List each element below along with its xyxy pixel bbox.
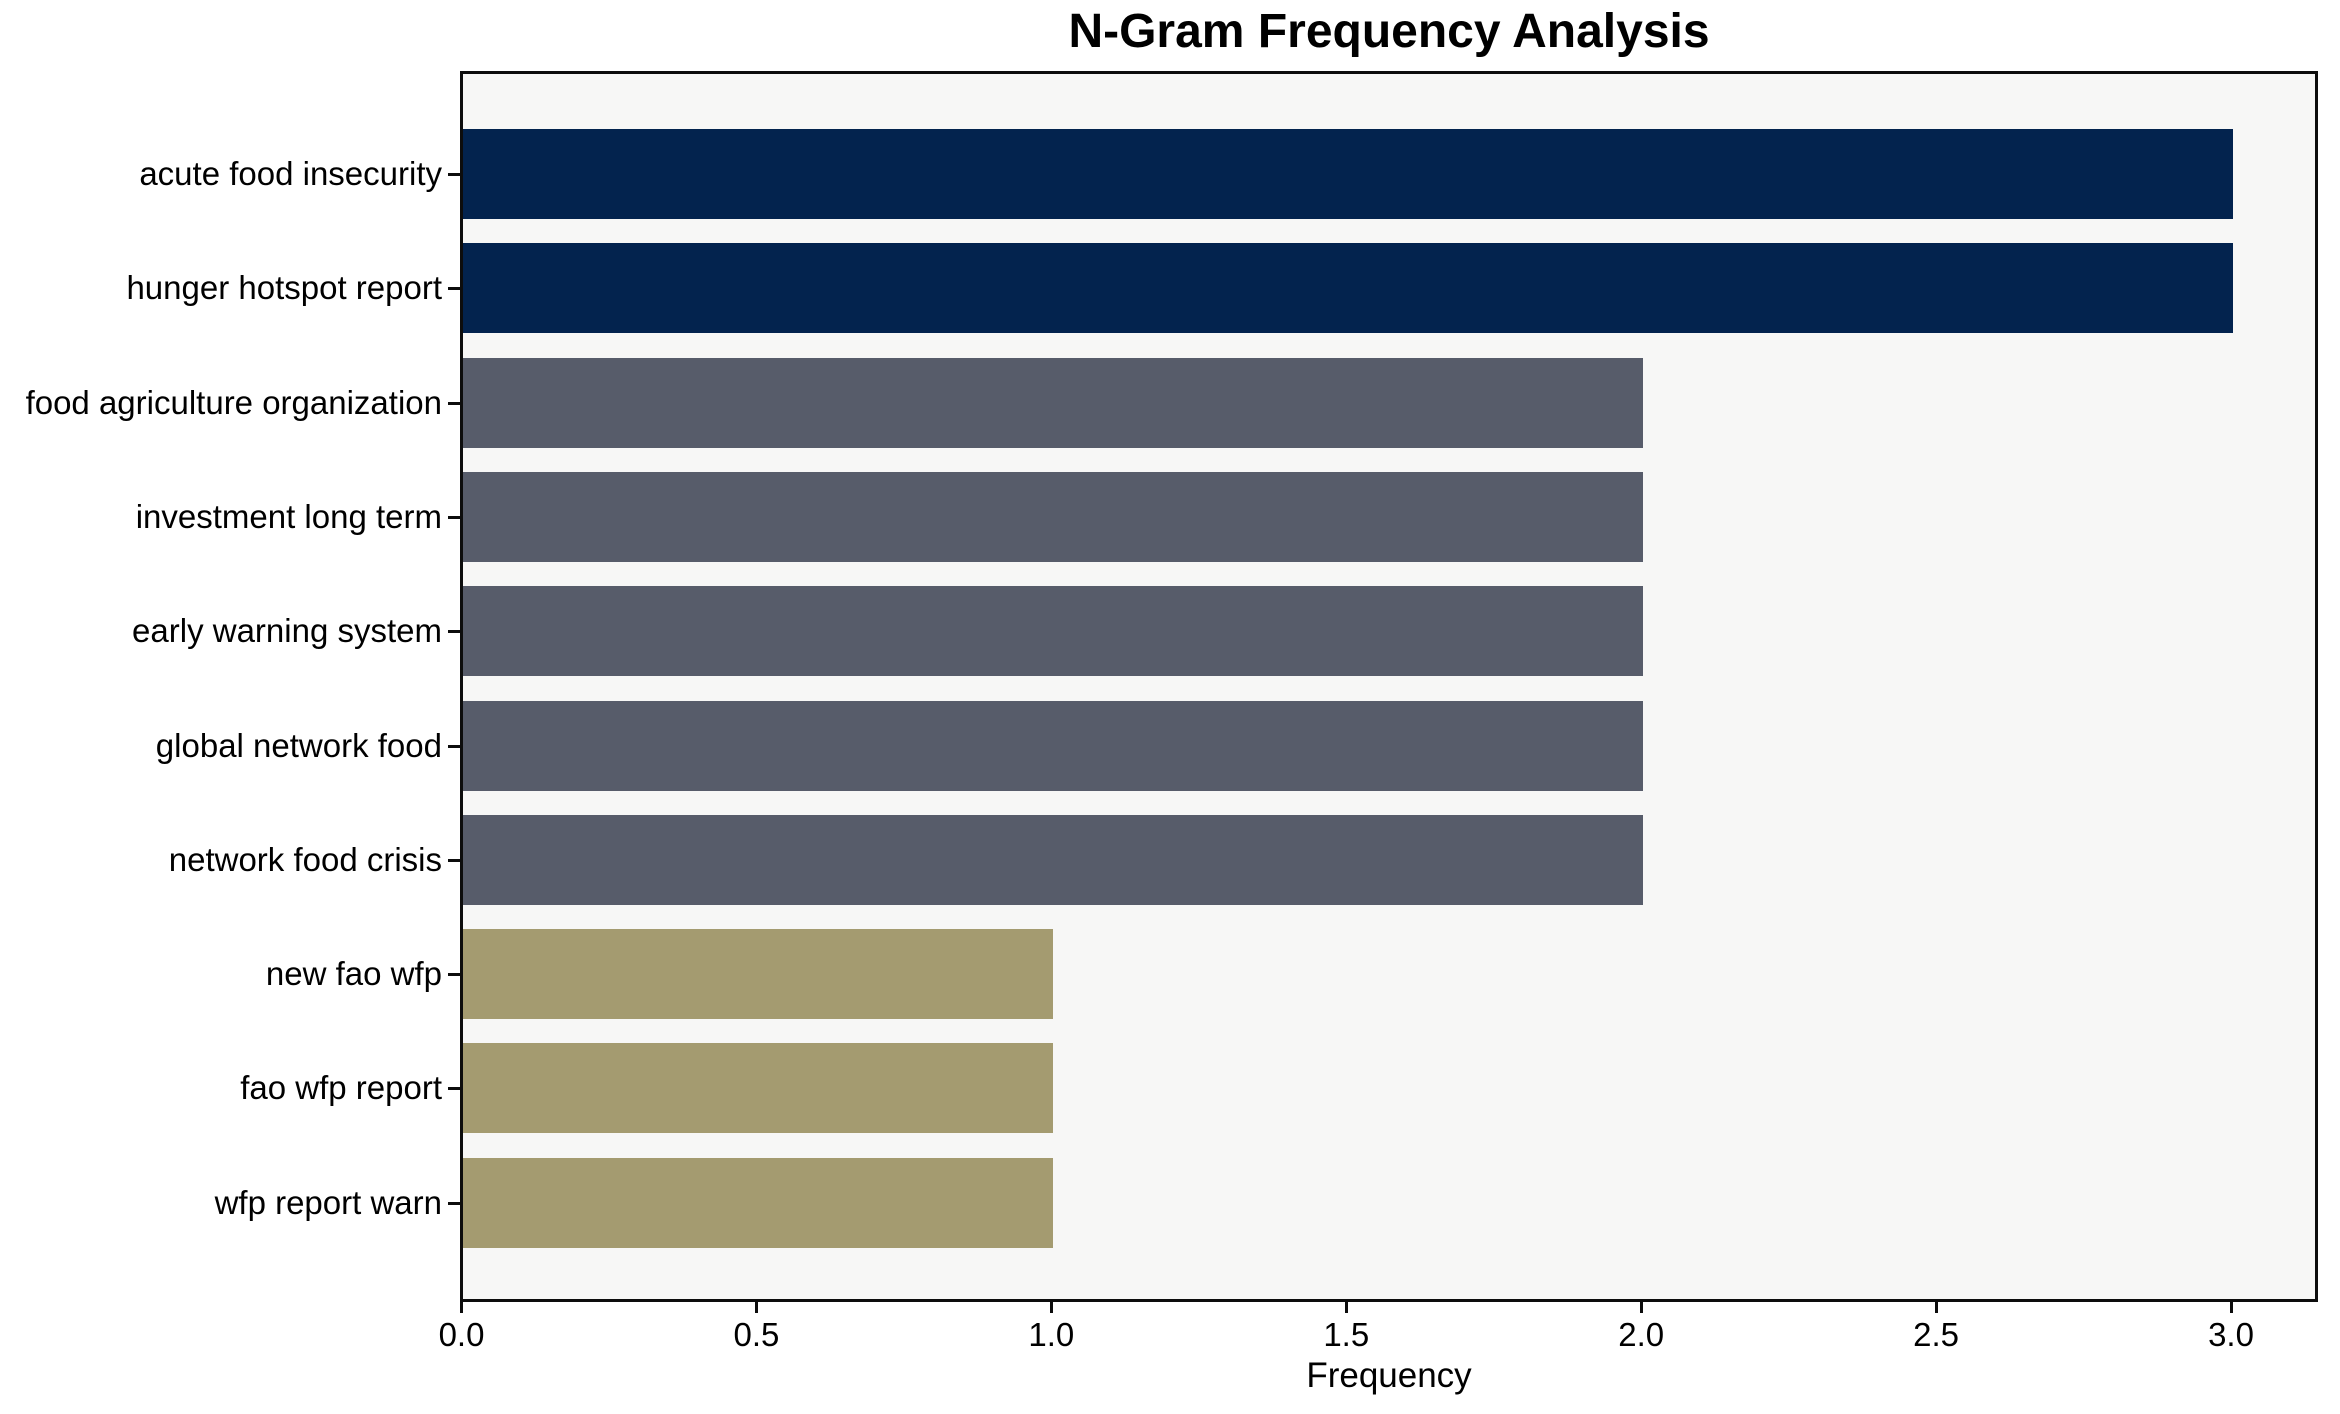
bar-early-warning-system xyxy=(463,586,1643,677)
y-tick-label: wfp report warn xyxy=(214,1183,442,1221)
chart-title: N-Gram Frequency Analysis xyxy=(1068,5,1710,58)
y-tick-label: global network food xyxy=(155,726,442,764)
y-tick-mark xyxy=(448,630,460,634)
x-tick-label: 0.5 xyxy=(733,1316,780,1353)
y-tick-label: network food crisis xyxy=(168,840,442,878)
y-tick-label: fao wfp report xyxy=(240,1069,442,1107)
bar-network-food-crisis xyxy=(463,814,1643,905)
bar-new-fao-wfp xyxy=(463,929,1053,1020)
bar-global-network-food xyxy=(463,700,1643,791)
bar-hunger-hotspot-report xyxy=(463,243,2233,334)
x-tick-label: 0.0 xyxy=(438,1316,485,1353)
y-tick-label: food agriculture organization xyxy=(25,383,442,421)
x-tick-label: 3.0 xyxy=(2208,1316,2254,1353)
x-tick-mark xyxy=(1049,1302,1053,1313)
bar-acute-food-insecurity xyxy=(463,129,2233,219)
y-tick-mark xyxy=(448,287,460,291)
y-tick-label: investment long term xyxy=(135,497,442,535)
x-tick-mark xyxy=(460,1302,463,1313)
y-tick-label: new fao wfp xyxy=(265,955,442,993)
x-tick-label: 1.0 xyxy=(1028,1316,1075,1353)
y-tick-mark xyxy=(448,1201,460,1205)
x-tick-mark xyxy=(1934,1302,1938,1313)
y-tick-mark xyxy=(448,858,460,862)
bar-wfp-report-warn xyxy=(463,1157,1053,1248)
x-tick-label: 2.5 xyxy=(1913,1316,1960,1353)
x-tick-mark xyxy=(2229,1302,2233,1313)
x-tick-label: 1.5 xyxy=(1323,1316,1370,1353)
y-tick-label: early warning system xyxy=(132,612,442,650)
bar-investment-long-term xyxy=(463,471,1643,562)
y-tick-mark xyxy=(448,515,460,519)
y-tick-mark xyxy=(448,401,460,405)
x-tick-mark xyxy=(1344,1302,1348,1313)
y-tick-mark xyxy=(448,973,460,977)
plot-area xyxy=(460,71,2318,1302)
bar-fao-wfp-report xyxy=(463,1043,1053,1134)
x-tick-mark xyxy=(1639,1302,1643,1313)
y-tick-mark xyxy=(448,1087,460,1091)
y-tick-label: hunger hotspot report xyxy=(126,269,442,307)
x-axis-label: Frequency xyxy=(1306,1356,1472,1395)
x-tick-mark xyxy=(754,1302,758,1313)
y-tick-mark xyxy=(448,744,460,748)
y-tick-mark xyxy=(448,173,460,176)
bar-food-agriculture-organization xyxy=(463,357,1643,448)
x-tick-label: 2.0 xyxy=(1618,1316,1665,1353)
y-tick-label: acute food insecurity xyxy=(139,155,442,192)
